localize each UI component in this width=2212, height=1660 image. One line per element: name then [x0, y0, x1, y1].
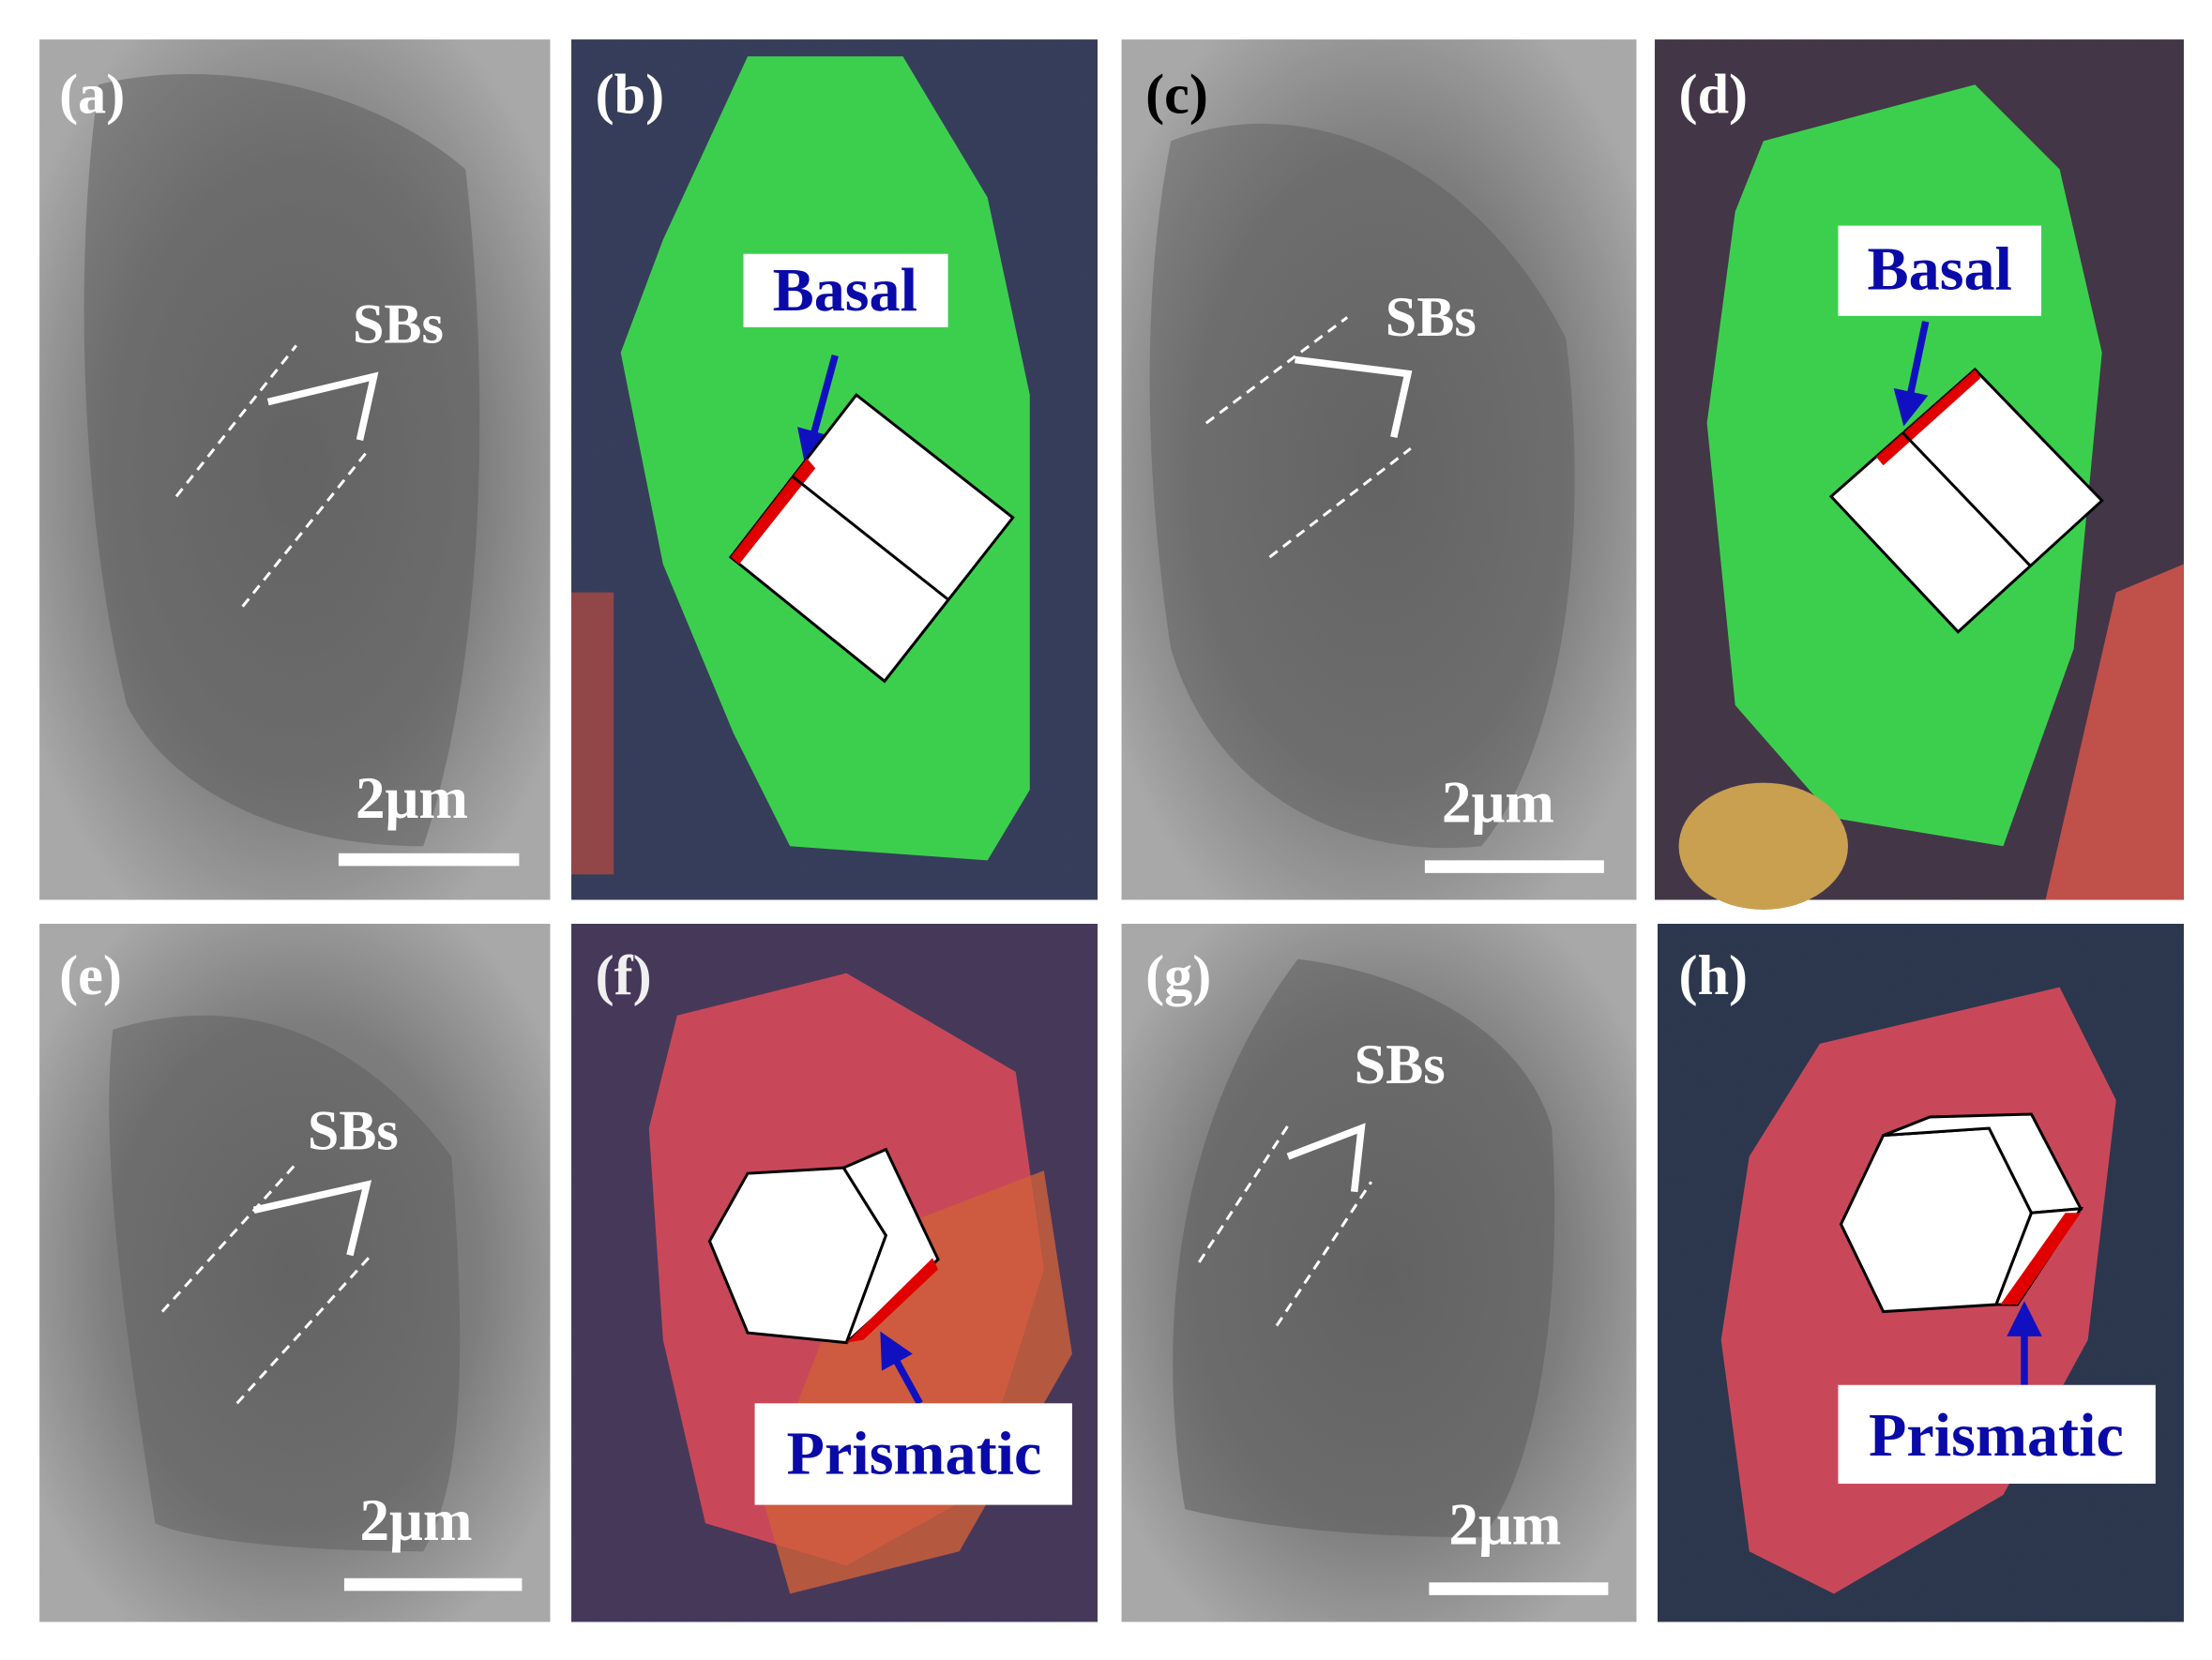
- panel-label: (f): [596, 944, 652, 1007]
- basal-plane: [730, 458, 816, 565]
- prismatic-plane: [846, 1258, 939, 1343]
- slip-line: [1275, 1181, 1372, 1327]
- prismatic-plane: [2000, 1213, 2082, 1305]
- scale-bar: [338, 853, 520, 867]
- sem-image: [1121, 39, 1637, 900]
- grain: [1678, 782, 1849, 910]
- panel-e: (e) SBs 2μm: [39, 924, 551, 1622]
- arrow: [1286, 1123, 1366, 1193]
- arrow: [797, 354, 839, 466]
- scale-bar-label: 2μm: [1442, 770, 1554, 836]
- plane-label: Basal: [773, 256, 917, 324]
- arrow: [266, 371, 379, 442]
- slip-line: [174, 344, 297, 498]
- scale-bar-label: 2μm: [359, 1487, 472, 1553]
- plane-label: Prismatic: [1869, 1401, 2124, 1470]
- crystal-edge: [792, 475, 949, 601]
- scale-bar-label: 2μm: [1448, 1492, 1561, 1558]
- grain: [83, 73, 480, 847]
- panel-g: (g) SBs 2μm: [1121, 924, 1637, 1622]
- grain: [1173, 958, 1555, 1538]
- panel-label: (c): [1145, 63, 1208, 126]
- panel-c: (c) SBs 2μm: [1121, 39, 1637, 900]
- arrow: [252, 1180, 372, 1257]
- annotation: SBs: [308, 1100, 399, 1163]
- scale-bar: [343, 1577, 523, 1592]
- grain: [571, 592, 614, 875]
- panel-label: (h): [1679, 944, 1749, 1007]
- plane-label: Prismatic: [787, 1419, 1042, 1487]
- arrow: [1893, 321, 1930, 427]
- panel-h: (h) Prismatic: [1657, 924, 2184, 1622]
- crystal-edge: [1901, 431, 2032, 567]
- scale-bar: [1424, 860, 1604, 873]
- arrow: [1295, 355, 1413, 439]
- label-box: [1838, 1384, 2156, 1485]
- label-box: [754, 1403, 1072, 1505]
- grain: [2045, 564, 2184, 900]
- panel-label: (a): [59, 63, 125, 126]
- grain: [1149, 123, 1575, 849]
- slip-line: [1197, 1120, 1293, 1263]
- panel-label: (e): [59, 944, 122, 1007]
- plane-label: Basal: [1868, 234, 2012, 303]
- panel-label: (d): [1679, 63, 1749, 126]
- sem-image: [39, 924, 551, 1622]
- annotation: SBs: [1386, 286, 1477, 349]
- panel-label: (b): [596, 63, 665, 126]
- label-box: [1838, 225, 2042, 316]
- slip-line: [1268, 447, 1412, 559]
- arrow: [880, 1331, 923, 1406]
- panel-b: (b) Basal: [571, 39, 1098, 900]
- panel-label: (g): [1145, 944, 1211, 1007]
- grain: [109, 1015, 461, 1552]
- panel-f: (f) Prismatic: [571, 924, 1098, 1622]
- scale-bar: [1429, 1582, 1609, 1595]
- scale-bar-label: 2μm: [356, 765, 468, 831]
- panel-a: (a) SBs 2μm: [39, 39, 551, 900]
- annotation: SBs: [1355, 1034, 1446, 1096]
- label-box: [743, 253, 948, 327]
- panel-d: (d) Basal: [1654, 39, 2184, 910]
- annotation: SBs: [353, 293, 444, 355]
- basal-plane: [1876, 370, 1981, 466]
- slip-line: [1204, 316, 1349, 425]
